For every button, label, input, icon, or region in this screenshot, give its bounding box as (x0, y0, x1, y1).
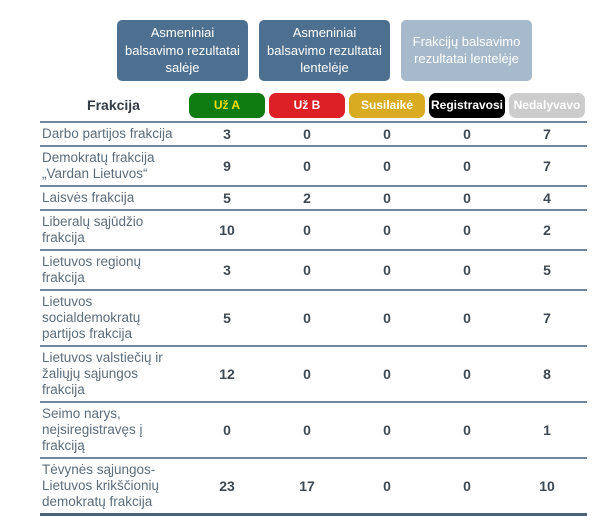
table-row: Seimo narys, neįsiregistravęs į frakciją… (40, 403, 587, 459)
vote-count-nedalyvavo: 5 (543, 262, 551, 278)
table-row: Lietuvos regionų frakcija 3 0 0 0 5 (40, 251, 587, 291)
fraction-name: Demokratų frakcija „Vardan Lietuvos“ (42, 150, 155, 181)
column-chip-susilaike: Susilaikė (349, 92, 425, 118)
vote-count-nedalyvavo: 2 (543, 222, 551, 238)
vote-count-nedalyvavo: 1 (543, 422, 551, 438)
vote-count-uz-b: 0 (303, 222, 311, 238)
vote-count-nedalyvavo: 7 (543, 126, 551, 142)
view-button-asmeniniai-saleje[interactable]: Asmeniniai balsavimo rezultatai salėje (117, 20, 248, 81)
vote-count-uz-b: 0 (303, 158, 311, 174)
vote-count-nedalyvavo: 7 (543, 158, 551, 174)
fraction-name: Lietuvos valstiečių ir žaliųjų sąjungos … (42, 350, 163, 397)
vote-count-nedalyvavo: 7 (543, 310, 551, 326)
vote-count-registravosi: 0 (463, 126, 471, 142)
fraction-name: Laisvės frakcija (42, 190, 135, 205)
fraction-name: Lietuvos socialdemokratų partijos frakci… (42, 294, 141, 341)
vote-count-uz-a: 9 (223, 158, 231, 174)
vote-count-registravosi: 0 (463, 222, 471, 238)
vote-count-registravosi: 0 (463, 262, 471, 278)
vote-count-registravosi: 0 (463, 158, 471, 174)
vote-count-registravosi: 0 (463, 478, 471, 494)
vote-count-uz-a: 23 (219, 478, 235, 494)
vote-count-uz-b: 17 (299, 478, 315, 494)
table-row: Demokratų frakcija „Vardan Lietuvos“ 9 0 0 0… (40, 147, 587, 187)
view-button-asmeniniai-lenteleje[interactable]: Asmeniniai balsavimo rezultatai lentelėj… (259, 20, 390, 81)
column-chip-uz-a: Už A (189, 92, 265, 118)
fraction-name: Tėvynės sąjungos-Lietuvos krikščionių de… (42, 462, 160, 509)
vote-count-susilaike: 0 (383, 190, 391, 206)
fraction-name: Darbo partijos frakcija (42, 126, 173, 141)
vote-count-susilaike: 0 (383, 310, 391, 326)
fraction-votes-table: Frakcija Už A Už B Susilaikė Registravosi Ne… (40, 91, 587, 516)
vote-count-uz-b: 0 (303, 262, 311, 278)
vote-count-uz-b: 0 (303, 366, 311, 382)
vote-count-susilaike: 0 (383, 126, 391, 142)
vote-count-uz-a: 12 (219, 366, 235, 382)
fraction-column-header: Frakcija (87, 97, 140, 113)
vote-count-registravosi: 0 (463, 422, 471, 438)
vote-count-registravosi: 0 (463, 310, 471, 326)
vote-count-susilaike: 0 (383, 366, 391, 382)
vote-count-susilaike: 0 (383, 422, 391, 438)
vote-count-uz-a: 5 (223, 310, 231, 326)
vote-count-uz-b: 0 (303, 310, 311, 326)
table-header: Frakcija Už A Už B Susilaikė Registravosi Ne… (40, 91, 587, 123)
vote-count-nedalyvavo: 8 (543, 366, 551, 382)
fraction-name: Liberalų sąjūdžio frakcija (42, 214, 144, 245)
fraction-name: Lietuvos regionų frakcija (42, 254, 142, 285)
table-row: Lietuvos socialdemokratų partijos frakci… (40, 291, 587, 347)
fraction-name: Seimo narys, neįsiregistravęs į frakciją (42, 406, 143, 453)
table-row: Lietuvos valstiečių ir žaliųjų sąjungos … (40, 347, 587, 403)
vote-count-uz-a: 0 (223, 422, 231, 438)
vote-count-nedalyvavo: 4 (543, 190, 551, 206)
vote-count-uz-a: 10 (219, 222, 235, 238)
column-chip-nedalyvavo: Nedalyvavo (509, 92, 585, 118)
vote-count-uz-b: 2 (303, 190, 311, 206)
table-row: Tėvynės sąjungos-Lietuvos krikščionių de… (40, 459, 587, 516)
vote-count-uz-b: 0 (303, 126, 311, 142)
vote-count-nedalyvavo: 10 (539, 478, 555, 494)
column-chip-registravosi: Registravosi (429, 92, 505, 118)
vote-count-susilaike: 0 (383, 222, 391, 238)
vote-count-uz-a: 3 (223, 126, 231, 142)
vote-count-uz-a: 5 (223, 190, 231, 206)
vote-count-registravosi: 0 (463, 366, 471, 382)
vote-count-uz-b: 0 (303, 422, 311, 438)
view-toggle-buttons: Asmeniniai balsavimo rezultatai salėje As… (117, 20, 532, 81)
table-row: Laisvės frakcija 5 2 0 0 4 (40, 187, 587, 211)
vote-count-uz-a: 3 (223, 262, 231, 278)
vote-count-susilaike: 0 (383, 158, 391, 174)
column-chip-uz-b: Už B (269, 92, 345, 118)
table-row: Liberalų sąjūdžio frakcija 10 0 0 0 2 (40, 211, 587, 251)
vote-count-susilaike: 0 (383, 478, 391, 494)
table-body: Darbo partijos frakcija 3 0 0 0 7 Demokratų fr… (40, 123, 587, 516)
table-row: Darbo partijos frakcija 3 0 0 0 7 (40, 123, 587, 147)
vote-count-susilaike: 0 (383, 262, 391, 278)
vote-count-registravosi: 0 (463, 190, 471, 206)
view-button-frakciju-lenteleje[interactable]: Frakcijų balsavimo rezultatai lentelėje (401, 20, 532, 81)
